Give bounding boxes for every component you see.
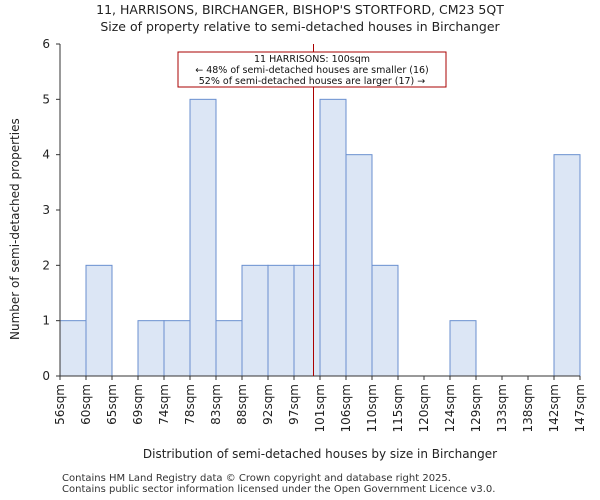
x-tick-label: 133sqm — [495, 384, 509, 432]
x-tick-label: 106sqm — [339, 384, 353, 432]
y-ticks-group: 0 1 2 3 4 5 6 — [42, 37, 60, 383]
bar-56sqm — [59, 320, 87, 377]
x-tick-label: 69sqm — [131, 384, 145, 425]
x-tick-label: 129sqm — [469, 384, 483, 432]
x-tick-label: 83sqm — [209, 384, 223, 425]
bars-group — [59, 98, 581, 377]
annotation-line1: 11 HARRISONS: 100sqm — [254, 54, 370, 65]
histogram-chart: 0 1 2 3 4 5 6 56sqm 60sqm 65sqm 69sqm 74sqm 78sqm 83… — [42, 37, 587, 461]
y-tick-label: 3 — [42, 203, 50, 217]
bar-124sqm — [449, 320, 477, 377]
chart-subtitle: Size of property relative to semi-detach… — [100, 19, 500, 34]
bar-110sqm — [371, 264, 399, 377]
y-tick-label: 5 — [42, 92, 50, 106]
x-tick-label: 120sqm — [417, 384, 431, 432]
annotation-line3: 52% of semi-detached houses are larger (… — [199, 76, 426, 87]
x-tick-label: 88sqm — [235, 384, 249, 425]
annotation-line2: ← 48% of semi-detached houses are smalle… — [195, 65, 429, 76]
x-tick-label: 142sqm — [547, 384, 561, 432]
x-tick-label: 124sqm — [443, 384, 457, 432]
bar-83sqm — [215, 320, 243, 377]
y-tick-label: 2 — [42, 258, 50, 272]
x-tick-label: 110sqm — [365, 384, 379, 432]
bar-69sqm — [137, 320, 165, 377]
chart-title: 11, HARRISONS, BIRCHANGER, BISHOP'S STOR… — [96, 2, 504, 17]
annotation-box — [177, 51, 447, 88]
bar-74sqm — [163, 320, 191, 377]
bar-78sqm — [189, 98, 217, 377]
x-ticks-group: 56sqm 60sqm 65sqm 69sqm 74sqm 78sqm 83sqm 88sqm… — [53, 376, 587, 432]
bar-101sqm — [319, 98, 347, 377]
x-tick-label: 78sqm — [183, 384, 197, 425]
bar-92sqm — [267, 264, 295, 377]
x-tick-label: 60sqm — [79, 384, 93, 425]
footer-licence: Contains public sector information licen… — [62, 484, 496, 495]
y-tick-label: 6 — [42, 37, 50, 51]
x-tick-label: 56sqm — [53, 384, 67, 425]
bar-142sqm — [553, 154, 581, 377]
y-tick-label: 1 — [42, 314, 50, 328]
x-tick-label: 138sqm — [521, 384, 535, 432]
bar-106sqm — [345, 154, 373, 377]
x-tick-label: 97sqm — [287, 384, 301, 425]
x-tick-label: 115sqm — [391, 384, 405, 432]
x-tick-label: 74sqm — [157, 384, 171, 425]
y-tick-label: 0 — [42, 369, 50, 383]
bar-97sqm — [293, 264, 321, 377]
x-tick-label: 101sqm — [313, 384, 327, 432]
bar-88sqm — [241, 264, 269, 377]
y-tick-label: 4 — [42, 148, 50, 162]
x-tick-label: 147sqm — [573, 384, 587, 432]
x-tick-label: 65sqm — [105, 384, 119, 425]
bar-60sqm — [85, 264, 113, 377]
x-tick-label: 92sqm — [261, 384, 275, 425]
x-axis-label: Distribution of semi-detached houses by … — [143, 447, 497, 461]
footer-copyright: Contains HM Land Registry data © Crown c… — [62, 473, 451, 484]
